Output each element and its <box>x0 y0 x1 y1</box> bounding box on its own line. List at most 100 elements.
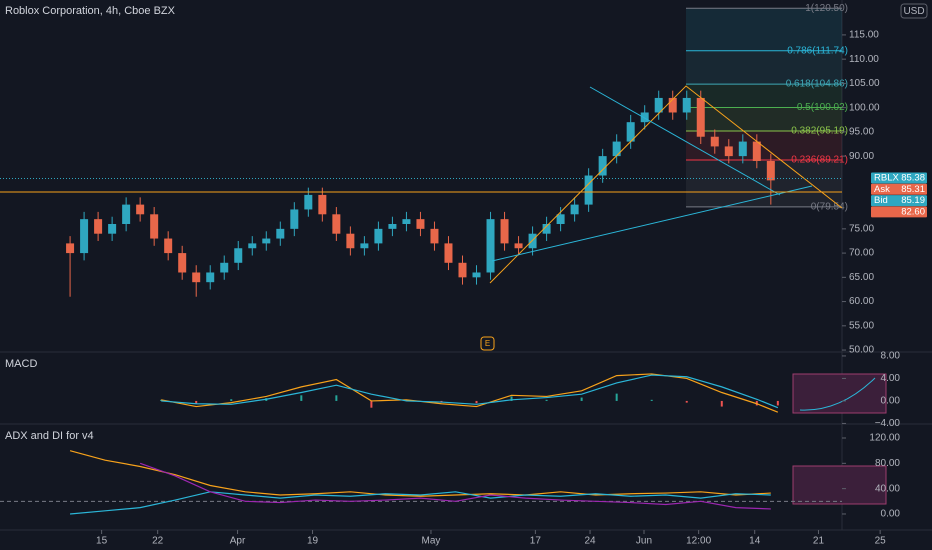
candle-body <box>80 219 89 254</box>
candle-body <box>276 228 285 239</box>
price-tag <box>871 172 927 184</box>
x-tick-label: 19 <box>307 536 319 547</box>
candle-body <box>220 262 229 273</box>
price-tag-value: 85.38 <box>901 173 925 184</box>
drawings <box>489 85 843 284</box>
y-tick-label: 0.00 <box>881 509 901 520</box>
candle-body <box>612 141 621 157</box>
histogram-bar <box>685 400 688 403</box>
candle-body <box>444 243 453 263</box>
candle-body <box>738 141 747 157</box>
candle-body <box>724 146 733 157</box>
price-tag <box>871 195 927 207</box>
histogram-bar <box>615 393 618 401</box>
candle-body <box>374 228 383 244</box>
x-tick-label: 21 <box>813 536 825 547</box>
chart-title: Roblox Corporation, 4h, Cboe BZX <box>5 5 176 17</box>
candle-body <box>570 204 579 215</box>
y-tick-label: 4.00 <box>881 373 901 384</box>
histogram-bar <box>475 400 478 404</box>
x-tick-label: 25 <box>875 536 887 547</box>
fib-label: 0.786(111.74) <box>787 45 848 56</box>
histogram-bar <box>300 395 303 401</box>
trend-line <box>491 185 813 262</box>
candle-body <box>472 272 481 278</box>
y-tick-label: 40.00 <box>875 483 900 494</box>
fib-band <box>686 84 842 108</box>
price-tag <box>871 206 927 218</box>
y-tick-label: 0.00 <box>881 396 901 407</box>
candle-body <box>192 272 201 283</box>
candle-body <box>346 233 355 249</box>
candle-body <box>108 224 117 234</box>
y-tick-label: 55.00 <box>849 320 874 331</box>
candle-body <box>528 233 537 249</box>
x-tick-label: 24 <box>584 536 596 547</box>
price-tag-name: Ask <box>874 184 890 195</box>
candle-body <box>514 243 523 249</box>
candle-body <box>164 238 173 254</box>
candle-body <box>248 243 257 249</box>
candle-body <box>458 262 467 278</box>
y-tick-label: 90.00 <box>849 151 874 162</box>
indicator-line <box>161 373 779 413</box>
candle-body <box>388 224 397 229</box>
y-tick-label: −4.00 <box>875 418 901 429</box>
candle-body <box>766 160 775 181</box>
candle-body <box>710 136 719 147</box>
indicator-line <box>161 374 779 409</box>
y-tick-label: 120.00 <box>869 433 900 444</box>
fib-label: 0.382(95.19) <box>791 126 848 137</box>
candle-body <box>416 219 425 229</box>
price-tag-value: 85.31 <box>901 184 925 195</box>
indicator-line <box>70 491 771 515</box>
candle-body <box>598 156 607 176</box>
candle-body <box>752 141 761 161</box>
histogram-bar <box>545 399 548 401</box>
fib-retracement: 1(120.50) 0.786(111.74) 0.618(104.86) 0.5(1… <box>686 3 848 212</box>
candle-body <box>234 248 243 263</box>
y-tick-label: 95.00 <box>849 127 874 138</box>
candle-body <box>402 219 411 224</box>
earnings-icon[interactable] <box>480 336 495 351</box>
price-tag-name: RBLX <box>874 173 899 184</box>
candle-body <box>136 204 145 215</box>
fib-label: 0.236(89.21) <box>791 155 848 166</box>
histogram-bar <box>776 400 779 406</box>
y-tick-label: 100.00 <box>849 102 880 113</box>
histogram-bar <box>230 399 233 401</box>
pane-title: MACD <box>5 358 37 370</box>
candle-body <box>542 224 551 234</box>
price-tag-value: 82.60 <box>901 206 925 217</box>
fib-band <box>686 159 842 207</box>
candle-body <box>360 243 369 249</box>
currency-button[interactable] <box>900 3 928 19</box>
candle-body <box>486 219 495 273</box>
histogram-bar <box>650 399 653 401</box>
candle-body <box>94 219 103 234</box>
ad-curve <box>799 377 876 411</box>
candle-body <box>262 238 271 244</box>
candle-body <box>626 122 635 142</box>
fib-band <box>686 50 842 85</box>
y-tick-label: 8.00 <box>881 351 901 362</box>
y-tick-label: 80.00 <box>875 458 900 469</box>
x-tick-label: Apr <box>230 536 246 547</box>
candles <box>66 90 775 297</box>
earnings-icon-label: E <box>485 339 490 348</box>
candle-body <box>500 219 509 244</box>
currency: USD <box>903 6 924 17</box>
y-tick-label: 115.00 <box>849 30 879 41</box>
fib-label: 0.618(104.86) <box>786 79 848 90</box>
candle-body <box>304 194 313 210</box>
x-tick-label: 17 <box>530 536 542 547</box>
x-tick-label: Jun <box>636 536 652 547</box>
y-tick-label: 70.00 <box>849 248 874 259</box>
candle-body <box>682 97 691 113</box>
candle-body <box>206 272 215 283</box>
fib-label: 0(79.54) <box>811 201 848 212</box>
candle-body <box>66 243 75 254</box>
price-tag-value: 85.19 <box>901 195 925 206</box>
histogram-bar <box>195 400 198 404</box>
candle-body <box>584 175 593 205</box>
